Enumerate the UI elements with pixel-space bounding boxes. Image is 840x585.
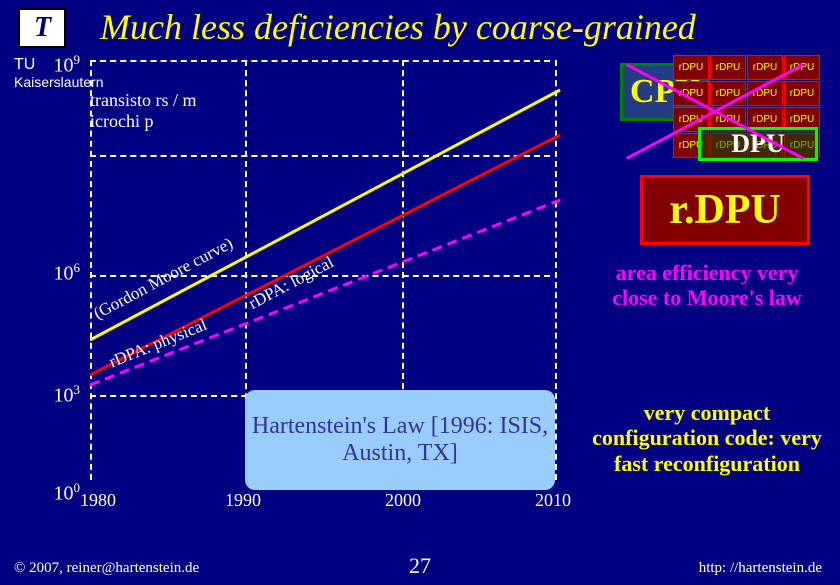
rdpu-cell: rDPU [784, 55, 820, 80]
ytick-6: 106 [10, 260, 80, 286]
text-area-efficiency: area efficiency very close to Moore's la… [592, 260, 822, 311]
logo: T [18, 8, 66, 48]
logo-letter: T [34, 12, 51, 44]
rdpu-cell: rDPU [710, 55, 746, 80]
ytick-3: 103 [10, 382, 80, 408]
rdpu-cell: rDPU [784, 81, 820, 106]
ytick-0: 100 [10, 480, 80, 506]
hartenstein-law-box: Hartenstein's Law [1996: ISIS, Austin, T… [245, 390, 555, 490]
rdpu-cell: rDPU [673, 55, 709, 80]
footer-left: © 2007, reiner@hartenstein.de [14, 560, 199, 577]
footer-right: http: //hartenstein.de [699, 560, 822, 577]
rdpu-callout: r.DPU [640, 175, 810, 245]
text-compact-config: very compact configuration code: very fa… [592, 400, 822, 476]
slide-title: Much less deficiencies by coarse-grained [100, 6, 696, 48]
cpu-dpu-diagram: CPU rDPUrDPUrDPUrDPU rDPUrDPUrDPUrDPU rD… [620, 55, 820, 165]
ytick-9: 109 [10, 52, 80, 78]
page-number: 27 [409, 553, 431, 579]
